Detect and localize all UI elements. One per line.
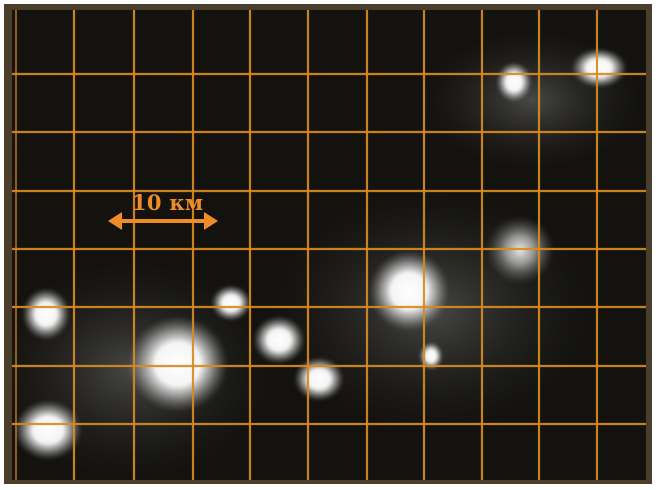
scale-bar-arrow <box>108 212 218 230</box>
bright-blob <box>22 288 70 340</box>
image-scene <box>12 10 646 480</box>
image-frame: 10 км <box>4 4 652 484</box>
bright-blob <box>128 316 228 412</box>
bright-blob <box>571 48 627 88</box>
satellite-image: 10 км <box>12 10 646 480</box>
scale-bar-label: 10 км <box>132 190 204 215</box>
bright-blob <box>211 285 251 321</box>
bright-blob <box>369 251 449 331</box>
bright-blob <box>496 62 532 102</box>
bright-blob <box>294 357 344 401</box>
bright-blob <box>253 316 305 364</box>
bright-blob <box>14 400 82 460</box>
